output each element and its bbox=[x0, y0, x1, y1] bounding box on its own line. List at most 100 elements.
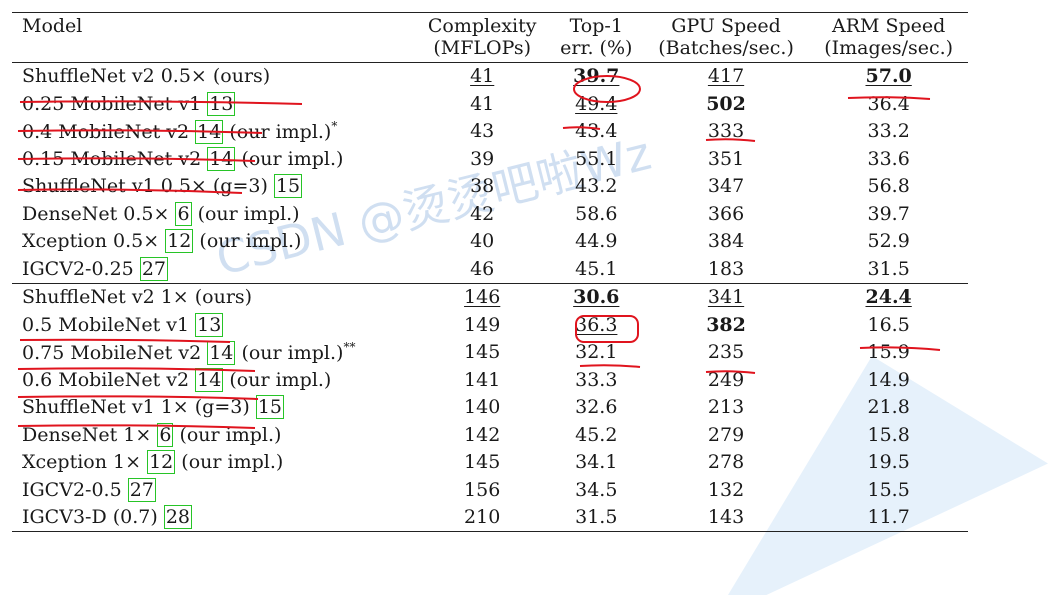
gpu-cell: 384 bbox=[643, 228, 810, 256]
gpu-cell: 347 bbox=[643, 173, 810, 201]
top1-cell: 43.2 bbox=[550, 173, 643, 201]
header-row: Model Complexity Top-1 GPU Speed ARM Spe… bbox=[12, 12, 968, 38]
citation-link[interactable]: 14 bbox=[195, 367, 224, 392]
model-note: (our impl.) bbox=[175, 451, 284, 474]
table-row: IGCV2-0.25 27 46 45.1 183 31.5 bbox=[12, 255, 968, 284]
model-cell: IGCV3-D (0.7) 28 bbox=[12, 503, 415, 533]
model-name: 0.25 MobileNet v1 bbox=[22, 92, 202, 115]
citation-link[interactable]: 12 bbox=[147, 450, 176, 475]
arm-cell: 14.9 bbox=[809, 366, 968, 394]
model-cell: ShuffleNet v1 1× (g=3) 15 bbox=[12, 394, 415, 422]
complexity-value: 149 bbox=[464, 313, 501, 336]
citation-link[interactable]: 15 bbox=[273, 174, 303, 199]
table-row: 0.25 MobileNet v1 13 41 49.4 502 36.4 bbox=[12, 90, 968, 118]
table-row: Xception 0.5× 12 (our impl.) 40 44.9 384 52.… bbox=[12, 228, 968, 256]
model-cell: 0.25 MobileNet v1 13 bbox=[12, 90, 415, 118]
citation-link[interactable]: 28 bbox=[163, 505, 192, 530]
top1-value: 43.4 bbox=[575, 120, 618, 143]
arm-value: 39.7 bbox=[867, 202, 910, 225]
top1-cell: 43.4 bbox=[550, 118, 643, 146]
arm-cell: 56.8 bbox=[809, 173, 968, 201]
arm-cell: 52.9 bbox=[809, 228, 968, 256]
arm-cell: 24.4 bbox=[809, 283, 968, 311]
complexity-value: 146 bbox=[464, 286, 501, 309]
citation-link[interactable]: 27 bbox=[139, 256, 168, 281]
citation-link[interactable]: 14 bbox=[207, 146, 236, 171]
arm-value: 33.2 bbox=[867, 120, 910, 143]
gpu-value: 278 bbox=[707, 451, 745, 474]
top1-cell: 45.2 bbox=[550, 421, 643, 449]
complexity-cell: 145 bbox=[415, 339, 550, 367]
top1-value: 49.4 bbox=[575, 92, 618, 115]
citation-link[interactable]: 13 bbox=[207, 91, 236, 116]
header-complexity-unit: (MFLOPs) bbox=[414, 37, 550, 63]
gpu-value: 132 bbox=[707, 478, 745, 501]
arm-value: 16.5 bbox=[867, 313, 910, 336]
top1-cell: 34.1 bbox=[550, 449, 643, 477]
table-row: 0.15 MobileNet v2 14 (our impl.) 39 55.1 35… bbox=[12, 145, 968, 173]
top1-value: 39.7 bbox=[573, 65, 620, 88]
model-note: (our impl.) bbox=[173, 423, 282, 446]
arm-value: 15.8 bbox=[867, 423, 910, 446]
top1-cell: 44.9 bbox=[550, 228, 643, 256]
arm-value: 24.4 bbox=[865, 286, 912, 309]
model-name: ShuffleNet v1 1× (g=3) bbox=[22, 396, 250, 419]
model-name: IGCV2-0.25 bbox=[22, 257, 134, 280]
gpu-cell: 333 bbox=[643, 118, 810, 146]
top1-cell: 55.1 bbox=[550, 145, 643, 173]
top1-value: 58.6 bbox=[575, 202, 618, 225]
citation-link[interactable]: 6 bbox=[175, 201, 192, 226]
header-complexity: Complexity bbox=[414, 12, 550, 38]
table-row: 0.6 MobileNet v2 14 (our impl.) 141 33.3 24… bbox=[12, 366, 968, 394]
complexity-value: 145 bbox=[464, 341, 501, 364]
header-gpu: GPU Speed bbox=[642, 12, 810, 38]
gpu-cell: 249 bbox=[643, 366, 810, 394]
model-cell: Xception 0.5× 12 (our impl.) bbox=[12, 228, 415, 256]
citation-link[interactable]: 14 bbox=[207, 341, 236, 366]
citation-link[interactable]: 14 bbox=[195, 120, 224, 145]
header-top1: Top-1 bbox=[549, 12, 643, 38]
complexity-value: 46 bbox=[470, 257, 495, 280]
complexity-cell: 210 bbox=[414, 503, 550, 533]
top1-value: 44.9 bbox=[575, 230, 618, 253]
arm-value: 15.5 bbox=[867, 478, 910, 501]
top1-value: 31.5 bbox=[575, 506, 618, 529]
table-row: 0.4 MobileNet v2 14 (our impl.)* 43 43.4 33… bbox=[12, 118, 968, 146]
citation-link[interactable]: 13 bbox=[195, 312, 224, 337]
top1-cell: 39.7 bbox=[550, 62, 643, 90]
table-row: 0.75 MobileNet v2 14 (our impl.)** 145 32.… bbox=[12, 339, 968, 367]
citation-link[interactable]: 15 bbox=[255, 395, 284, 420]
gpu-cell: 351 bbox=[643, 145, 810, 173]
gpu-cell: 143 bbox=[642, 503, 810, 533]
arm-cell: 33.6 bbox=[809, 145, 968, 173]
model-note: (our impl.) bbox=[223, 368, 332, 391]
model-name: DenseNet 1× bbox=[22, 423, 152, 446]
arm-value: 36.4 bbox=[867, 92, 910, 115]
complexity-value: 41 bbox=[470, 92, 495, 115]
footnote-marker: * bbox=[331, 119, 338, 134]
model-cell: DenseNet 1× 6 (our impl.) bbox=[12, 421, 415, 449]
model-name: ShuffleNet v2 0.5× (ours) bbox=[22, 65, 271, 88]
gpu-cell: 366 bbox=[643, 200, 810, 228]
citation-link[interactable]: 27 bbox=[127, 477, 156, 502]
citation-link[interactable]: 6 bbox=[157, 422, 174, 447]
model-name: Xception 1× bbox=[22, 451, 142, 474]
top1-cell: 58.6 bbox=[550, 200, 643, 228]
complexity-cell: 156 bbox=[415, 476, 550, 504]
gpu-value: 279 bbox=[707, 423, 745, 446]
model-name: 0.75 MobileNet v2 bbox=[22, 342, 202, 365]
model-cell: IGCV2-0.25 27 bbox=[12, 255, 415, 284]
arm-cell: 33.2 bbox=[809, 118, 968, 146]
table-row: Xception 1× 12 (our impl.) 145 34.1 278 19.5 bbox=[12, 449, 968, 477]
model-cell: 0.4 MobileNet v2 14 (our impl.)* bbox=[12, 118, 415, 146]
arm-value: 14.9 bbox=[867, 368, 910, 391]
top1-cell: 32.6 bbox=[550, 394, 643, 422]
top1-value: 45.1 bbox=[575, 257, 618, 280]
arm-cell: 36.4 bbox=[809, 90, 968, 118]
citation-link[interactable]: 12 bbox=[165, 229, 194, 254]
model-name: DenseNet 0.5× bbox=[22, 202, 170, 225]
group-1x: ShuffleNet v2 1× (ours) 146 30.6 341 24.4 0.5… bbox=[12, 283, 968, 533]
header-model: Model bbox=[12, 12, 415, 38]
header-arm-unit: (Images/sec.) bbox=[809, 37, 968, 63]
arm-cell: 57.0 bbox=[809, 62, 968, 90]
